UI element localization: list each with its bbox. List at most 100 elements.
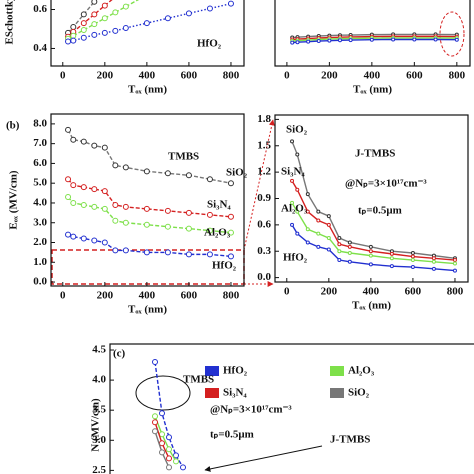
y-tick-label: 0.6: [33, 3, 47, 15]
data-point: [65, 231, 72, 238]
series-label: Si₃N₄: [281, 166, 305, 178]
data-point: [91, 237, 98, 244]
data-point: [227, 253, 234, 260]
x-tick-label: 400: [139, 290, 156, 302]
group-ellipse: [135, 375, 191, 411]
data-point: [70, 136, 77, 143]
data-point: [206, 5, 213, 12]
data-point: [112, 9, 119, 16]
x-tick-label: 600: [181, 70, 198, 82]
plot-frame: [50, 0, 245, 67]
data-point: [152, 428, 158, 435]
data-point: [227, 229, 234, 236]
data-point: [164, 170, 171, 177]
data-point: [305, 192, 310, 197]
y-tick-label: 3.0: [33, 216, 47, 228]
legend-label: Si₃N₄: [223, 387, 247, 399]
data-point: [431, 266, 436, 271]
data-point: [316, 209, 321, 214]
data-point: [290, 139, 295, 144]
data-point: [122, 164, 129, 171]
data-point: [101, 15, 108, 22]
pointer-arrow: [204, 445, 323, 472]
y-axis-label: Eₒₓ (MV/cm): [8, 170, 20, 229]
data-point: [206, 211, 213, 218]
data-point: [166, 464, 172, 471]
data-point: [348, 38, 353, 43]
data-point: [368, 249, 373, 254]
data-point: [290, 200, 295, 205]
data-point: [347, 259, 352, 264]
data-point: [91, 203, 98, 210]
y-tick-label: 0.0: [33, 276, 47, 288]
annotation: @Nₚ=3×10¹⁷cm⁻³: [210, 404, 292, 416]
data-point: [65, 38, 72, 45]
data-point: [368, 244, 373, 249]
y-tick-label: 0.0: [257, 271, 271, 283]
data-point: [143, 221, 150, 228]
x-tick-label: 400: [364, 70, 381, 82]
data-point: [452, 258, 457, 263]
series-line: [291, 202, 456, 265]
data-point: [368, 253, 373, 258]
x-tick-label: 800: [447, 286, 464, 298]
panel-label: (b): [6, 120, 20, 132]
data-point: [306, 39, 311, 44]
data-point: [410, 265, 415, 270]
x-tick-label: 200: [321, 286, 338, 298]
data-point: [295, 231, 300, 236]
data-point: [326, 222, 331, 227]
series-line: [291, 141, 456, 259]
series-line: [67, 1, 95, 34]
x-tick-label: 400: [363, 286, 380, 298]
data-point: [164, 15, 171, 22]
x-tick-label: 400: [139, 70, 156, 82]
data-point: [316, 218, 321, 223]
y-tick-label: 6.0: [33, 157, 47, 169]
y-tick-label: 7.0: [33, 137, 47, 149]
y-tick-label: 0.4: [33, 42, 47, 54]
data-point: [112, 162, 119, 169]
data-point: [173, 452, 179, 459]
data-point: [101, 188, 108, 195]
data-point: [122, 3, 129, 10]
annotation: TMBS: [168, 151, 199, 163]
series-line: [291, 224, 456, 272]
y-tick-label: 4.5: [92, 344, 106, 356]
data-point: [101, 29, 108, 36]
y-tick-label: 1.5: [257, 139, 271, 151]
y-tick-label: 8.0: [33, 117, 47, 129]
data-point: [80, 20, 87, 27]
data-point: [173, 458, 179, 465]
data-point: [305, 209, 310, 214]
data-point: [143, 205, 150, 212]
data-point: [305, 240, 310, 245]
data-point: [80, 11, 87, 18]
data-point: [152, 419, 158, 426]
data-point: [347, 250, 352, 255]
data-point: [65, 194, 72, 201]
data-point: [152, 413, 158, 420]
annotation: J-TMBS: [355, 148, 395, 160]
x-tick-label: 0: [284, 70, 290, 82]
data-point: [91, 31, 98, 38]
data-point: [122, 247, 129, 254]
data-point: [80, 34, 87, 41]
y-tick-label: 0.6: [257, 218, 271, 230]
data-point: [337, 242, 342, 247]
data-point: [295, 187, 300, 192]
legend-swatch: [330, 388, 344, 398]
data-point: [227, 180, 234, 187]
x-tick-label: 800: [449, 70, 466, 82]
panel-label: (c): [113, 348, 126, 360]
series-line: [154, 415, 177, 462]
y-tick-label: 1.8: [257, 113, 271, 125]
series-label: HfO₂: [212, 260, 237, 272]
plot-frame: [274, 0, 471, 67]
data-point: [316, 244, 321, 249]
series-label: HfO₂: [197, 38, 222, 50]
data-point: [122, 25, 129, 31]
x-tick-label: 800: [223, 290, 240, 302]
plot-frame: [109, 343, 474, 474]
